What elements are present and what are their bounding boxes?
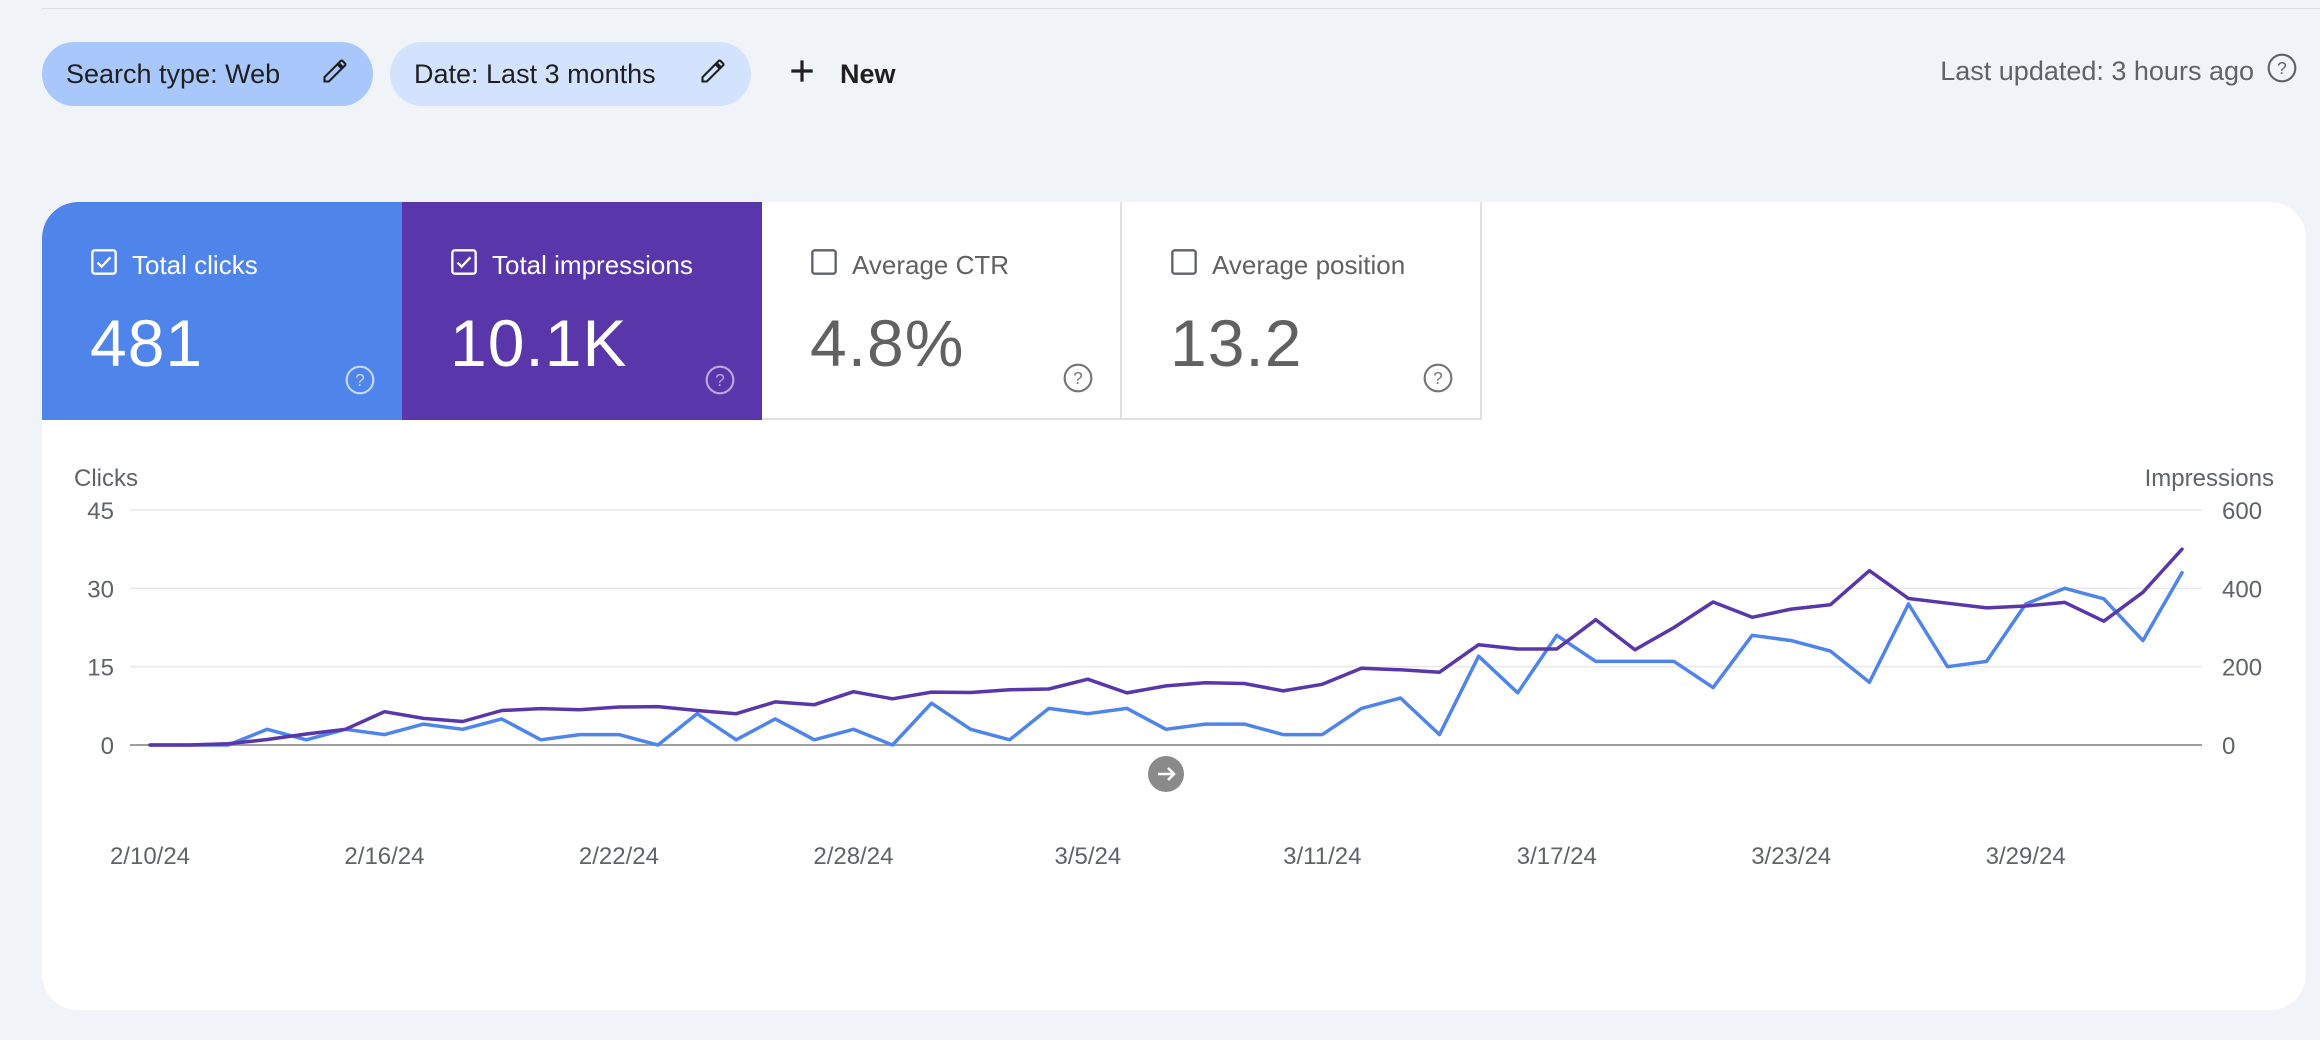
svg-text:?: ? bbox=[1433, 368, 1443, 388]
y-right-tick-label: 400 bbox=[2222, 576, 2262, 603]
metric-value: 10.1K bbox=[450, 306, 628, 380]
search-type-filter-label: Search type: Web bbox=[66, 58, 281, 89]
help-icon[interactable]: ? bbox=[704, 364, 736, 396]
help-icon[interactable]: ? bbox=[1422, 362, 1454, 394]
metric-value: 4.8% bbox=[810, 306, 965, 380]
y-right-tick-label: 0 bbox=[2222, 733, 2235, 760]
new-filter-button[interactable]: New bbox=[786, 42, 906, 106]
x-tick-label: 3/17/24 bbox=[1517, 843, 1597, 870]
performance-line-chart: Clicks Impressions 0 0 15 200 30 400 45 600 2/10/2… bbox=[74, 465, 2274, 870]
svg-text:?: ? bbox=[1073, 368, 1083, 388]
svg-text:?: ? bbox=[355, 370, 365, 390]
metric-label: Average position bbox=[1212, 250, 1406, 280]
x-tick-label: 3/11/24 bbox=[1283, 843, 1361, 870]
metric-label: Total impressions bbox=[492, 250, 693, 280]
metric-total-clicks[interactable]: Total clicks 481 ? bbox=[42, 202, 402, 420]
annotation-arrow-icon[interactable] bbox=[1148, 756, 1184, 792]
y-axis-left-title: Clicks bbox=[74, 465, 138, 492]
x-tick-label: 3/5/24 bbox=[1054, 843, 1121, 870]
y-right-tick-label: 200 bbox=[2222, 655, 2262, 682]
y-left-tick-label: 15 bbox=[87, 655, 114, 682]
metric-label: Total clicks bbox=[132, 250, 258, 280]
top-divider bbox=[42, 8, 2320, 9]
metric-total-impressions[interactable]: Total impressions 10.1K ? bbox=[402, 202, 762, 420]
checkbox-checked-icon[interactable] bbox=[450, 248, 478, 283]
svg-text:?: ? bbox=[715, 370, 725, 390]
performance-card: Total clicks 481 ? Total impressions 10.… bbox=[42, 202, 2306, 1010]
performance-chart-area: Clicks Impressions 0 0 15 200 30 400 45 600 2/10/2… bbox=[42, 420, 2306, 1010]
last-updated-text: Last updated: 3 hours ago bbox=[1940, 56, 2254, 86]
help-icon[interactable]: ? bbox=[2266, 52, 2298, 91]
y-left-tick-label: 30 bbox=[87, 576, 114, 603]
checkbox-unchecked-icon[interactable] bbox=[1170, 248, 1198, 283]
metric-average-position[interactable]: Average position 13.2 ? bbox=[1122, 202, 1482, 420]
y-left-tick-label: 45 bbox=[87, 498, 114, 525]
x-tick-label: 3/23/24 bbox=[1751, 843, 1831, 870]
y-axis-right-title: Impressions bbox=[2145, 465, 2274, 492]
metric-value: 481 bbox=[90, 306, 204, 380]
metric-label: Average CTR bbox=[852, 250, 1010, 280]
plus-icon bbox=[786, 55, 818, 94]
svg-text:?: ? bbox=[2277, 58, 2287, 78]
pencil-icon[interactable] bbox=[699, 57, 727, 92]
help-icon[interactable]: ? bbox=[344, 364, 376, 396]
new-filter-label: New bbox=[840, 58, 896, 89]
date-filter-chip[interactable]: Date: Last 3 months bbox=[390, 42, 751, 106]
help-icon[interactable]: ? bbox=[1062, 362, 1094, 394]
y-right-tick-label: 600 bbox=[2222, 498, 2262, 525]
checkbox-checked-icon[interactable] bbox=[90, 248, 118, 283]
pencil-icon[interactable] bbox=[321, 57, 349, 92]
checkbox-unchecked-icon[interactable] bbox=[810, 248, 838, 283]
x-tick-label: 2/28/24 bbox=[813, 843, 893, 870]
search-type-filter-chip[interactable]: Search type: Web bbox=[42, 42, 373, 106]
metric-value: 13.2 bbox=[1170, 306, 1303, 380]
series-line-clicks bbox=[148, 570, 2184, 747]
series-line-impressions bbox=[148, 547, 2184, 747]
x-tick-label: 2/22/24 bbox=[579, 843, 659, 870]
last-updated-status: Last updated: 3 hours ago ? bbox=[1940, 52, 2298, 91]
y-left-tick-label: 0 bbox=[101, 733, 114, 760]
date-filter-label: Date: Last 3 months bbox=[414, 58, 656, 89]
x-tick-label: 2/10/24 bbox=[110, 843, 190, 870]
metric-average-ctr[interactable]: Average CTR 4.8% ? bbox=[762, 202, 1122, 420]
x-tick-label: 3/29/24 bbox=[1986, 843, 2066, 870]
x-tick-label: 2/16/24 bbox=[344, 843, 424, 870]
